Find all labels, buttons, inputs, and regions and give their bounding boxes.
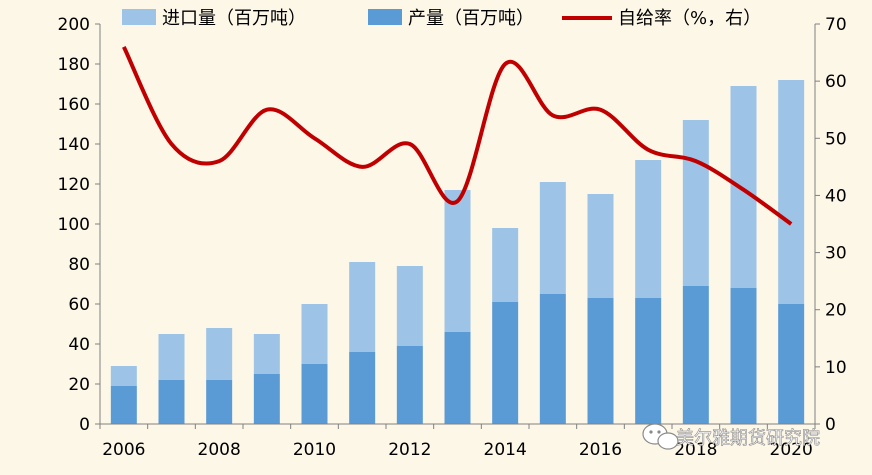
bar-import-2017 xyxy=(635,160,662,298)
bar-production-2018 xyxy=(682,286,709,424)
bar-import-2019 xyxy=(730,86,757,288)
bar-production-2014 xyxy=(492,302,519,424)
plot-area: 0 20 40 60 80 100 120 140 160 180 200 0 10 20 30 40 50 60… xyxy=(58,15,847,460)
x-tick-label: 2020 xyxy=(770,440,813,460)
bar-production-2020 xyxy=(778,304,805,424)
legend-label-selfsufficiency: 自给率（%，右） xyxy=(618,8,761,29)
bar-import-2006 xyxy=(110,366,137,386)
legend: 进口量（百万吨） 产量（百万吨） 自给率（%，右） xyxy=(122,8,761,29)
x-tick-label: 2012 xyxy=(388,440,431,460)
bar-production-2017 xyxy=(635,298,662,424)
bar-production-2009 xyxy=(253,374,280,424)
bar-production-2007 xyxy=(158,380,185,424)
y-left-tick-label: 40 xyxy=(68,335,90,355)
x-tick-label: 2010 xyxy=(293,440,336,460)
bar-production-2006 xyxy=(110,386,137,424)
y-right-tick-label: 10 xyxy=(825,358,847,378)
bar-import-2020 xyxy=(778,80,805,304)
y-right-tick-label: 30 xyxy=(825,244,847,264)
line-self-sufficiency xyxy=(122,45,793,226)
y-left-tick-label: 100 xyxy=(58,215,90,235)
x-tick-label: 2018 xyxy=(674,440,717,460)
legend-swatch-import xyxy=(122,9,156,25)
bar-import-2012 xyxy=(396,266,423,346)
x-tick-label: 2016 xyxy=(579,440,622,460)
y-left-tick-label: 140 xyxy=(58,135,90,155)
bar-import-2014 xyxy=(492,228,519,302)
y-left-tick-label: 160 xyxy=(58,95,90,115)
y-right-tick-label: 0 xyxy=(825,415,836,435)
y-right-tick-label: 70 xyxy=(825,15,847,35)
y-left-tick-label: 80 xyxy=(68,255,90,275)
bar-production-2016 xyxy=(587,298,614,424)
bar-import-2011 xyxy=(349,262,376,352)
y-right-tick-label: 20 xyxy=(825,301,847,321)
bar-import-2018 xyxy=(682,120,709,286)
wechat-icon xyxy=(642,423,679,450)
bar-production-2012 xyxy=(396,346,423,424)
y-left-tick-label: 20 xyxy=(68,375,90,395)
y-left-tick-label: 200 xyxy=(58,15,90,35)
y-left-tick-label: 180 xyxy=(58,55,90,75)
y-right-tick-label: 60 xyxy=(825,72,847,92)
bar-import-2007 xyxy=(158,334,185,380)
bar-import-2016 xyxy=(587,194,614,298)
legend-swatch-production xyxy=(368,9,402,25)
x-tick-label: 2008 xyxy=(198,440,241,460)
bar-production-2008 xyxy=(206,380,233,424)
y-left-tick-label: 120 xyxy=(58,175,90,195)
bar-production-2011 xyxy=(349,352,376,424)
watermark-text: 美尔雅期货研究院 xyxy=(676,428,820,449)
y-left-tick-label: 60 xyxy=(68,295,90,315)
x-tick-label: 2014 xyxy=(484,440,527,460)
legend-label-production: 产量（百万吨） xyxy=(408,8,534,29)
bar-import-2008 xyxy=(206,328,233,380)
bar-import-2010 xyxy=(301,304,328,364)
legend-label-import: 进口量（百万吨） xyxy=(162,8,306,29)
bar-production-2019 xyxy=(730,288,757,424)
y-right-tick-label: 40 xyxy=(825,186,847,206)
y-left-tick-label: 0 xyxy=(79,415,90,435)
x-tick-label: 2006 xyxy=(102,440,145,460)
bar-production-2010 xyxy=(301,364,328,424)
watermark: 美尔雅期货研究院 xyxy=(642,423,820,450)
bar-import-2013 xyxy=(444,190,471,332)
bar-import-2009 xyxy=(253,334,280,374)
bar-import-2015 xyxy=(539,182,566,294)
bar-production-2015 xyxy=(539,294,566,424)
bar-production-2013 xyxy=(444,332,471,424)
y-right-tick-label: 50 xyxy=(825,129,847,149)
